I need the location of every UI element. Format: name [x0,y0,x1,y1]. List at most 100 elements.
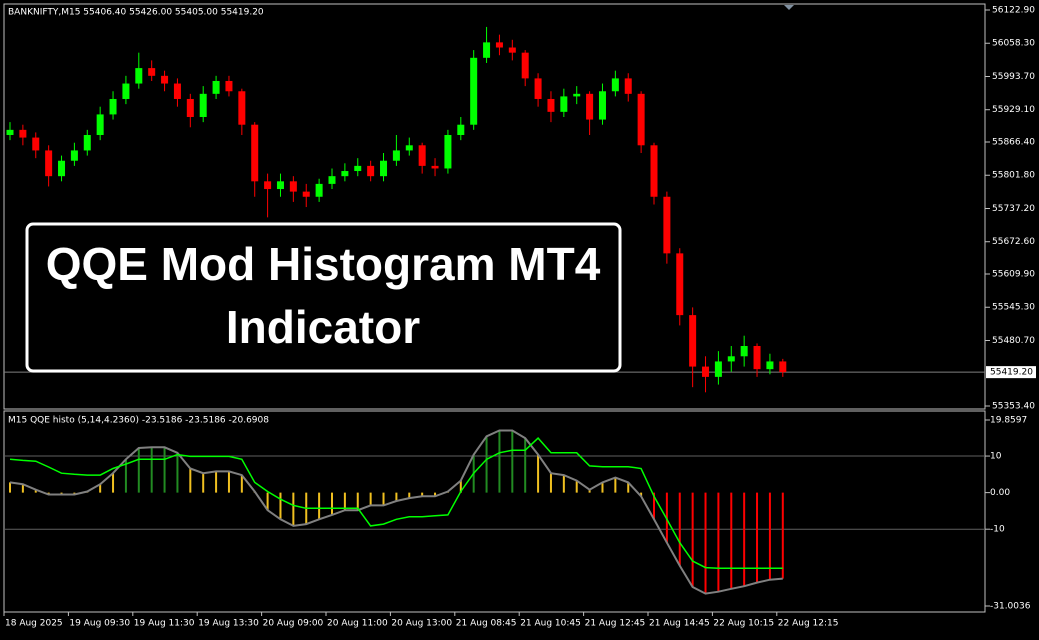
x-tick-label: 19 Aug 11:30 [134,619,195,629]
histogram-bar [614,477,617,493]
y-tick-label: 55353.40 [992,402,1035,412]
candle-body [586,93,594,120]
histogram-bar [601,482,604,493]
histogram-bar [459,480,462,493]
histogram-bar [549,473,552,493]
candle-body [341,171,349,177]
histogram-bar [318,492,321,520]
histogram-bar [9,482,11,493]
histogram-bar [704,492,707,594]
price-label: 55419.20 [990,368,1033,378]
histogram-bar [768,492,771,580]
candle-body [83,135,91,151]
histogram-bar [781,492,784,579]
candle-body [521,52,529,79]
candle-body [264,181,272,190]
candle-body [186,98,194,117]
candle-body [6,129,14,136]
y-tick-label: 0.00 [990,488,1010,498]
y-tick-label: 55737.20 [992,204,1035,214]
candle-body [431,165,439,169]
histogram-bar [137,448,140,493]
candle-body [45,150,53,177]
histogram-bar [382,492,385,506]
candle-body [367,165,375,177]
histogram-bar [202,473,205,493]
candle-body [354,165,362,172]
y-tick-label: 55866.40 [992,138,1035,148]
chart-title: BANKNIFTY,M15 55406.40 55426.00 55405.00… [8,8,264,18]
y-tick-label: 55545.30 [992,303,1035,313]
indicator-frame [3,410,986,613]
candle-body [122,83,130,99]
candle-body [199,93,207,117]
candle-body [740,345,748,357]
candle-body [109,98,117,115]
candle-body [70,150,78,161]
histogram-bar [369,492,372,506]
histogram-bar [189,468,192,493]
candle-body [650,145,658,197]
candle-body [689,315,697,367]
x-tick-label: 19 Aug 09:30 [69,619,130,629]
candle-body [173,83,181,99]
candle-body [779,361,787,373]
histogram-bar [640,492,643,497]
candle-body [225,80,233,92]
x-tick-label: 20 Aug 11:00 [327,619,388,629]
histogram-bar [730,492,733,589]
histogram-bar [691,492,694,587]
candle-body [702,366,710,377]
candle-body [276,181,284,190]
candle-body [161,75,169,84]
candle-body [212,80,220,94]
histogram-bar [653,492,655,520]
histogram-bar [537,454,540,493]
banner-line: QQE Mod Histogram MT4 [46,238,601,290]
histogram-bar [215,471,218,493]
x-tick-label: 21 Aug 14:45 [649,619,710,629]
histogram-bar [227,471,230,493]
y-tick-label: 56122.90 [992,6,1035,16]
main-frame [3,3,986,410]
candle-body [238,91,246,125]
candle-body [663,196,671,254]
candle-body [135,68,143,84]
histogram-bar [717,492,720,592]
candle-body [251,124,259,182]
x-tick-label: 21 Aug 10:45 [520,619,581,629]
candle-body [148,68,156,76]
x-tick-label: 22 Aug 12:15 [778,619,839,629]
y-tick-label: 56058.30 [992,39,1035,49]
y-tick-label: 55929.10 [992,105,1035,115]
x-tick-label: 22 Aug 10:15 [713,619,774,629]
indicator-title: M15 QQE histo (5,14,4.2360) -23.5186 -23… [8,416,269,426]
banner-box [25,222,622,373]
candle-body [32,137,40,151]
signal-line [9,437,783,570]
candle-body [483,42,491,58]
histogram-bar [176,452,179,493]
candle-body [302,191,310,197]
y-tick-label: 10 [990,452,1002,462]
candle-body [560,96,568,112]
histogram-bar [678,492,681,566]
histogram-bar [485,436,488,493]
candle-body [328,176,336,184]
candle-body [380,160,388,177]
y-tick-label: 55672.60 [992,237,1035,247]
candle-body [289,181,297,192]
histogram-bar [511,430,514,493]
histogram-bar [421,492,424,497]
candle-body [457,124,465,136]
candle-body [392,150,400,161]
candle-body [508,47,516,53]
histogram-bar [665,492,668,543]
x-tick-label: 20 Aug 09:00 [263,619,324,629]
histogram-bar [279,492,282,520]
candle-body [598,91,606,120]
candle-body [766,361,774,370]
histogram-bar [150,447,153,493]
